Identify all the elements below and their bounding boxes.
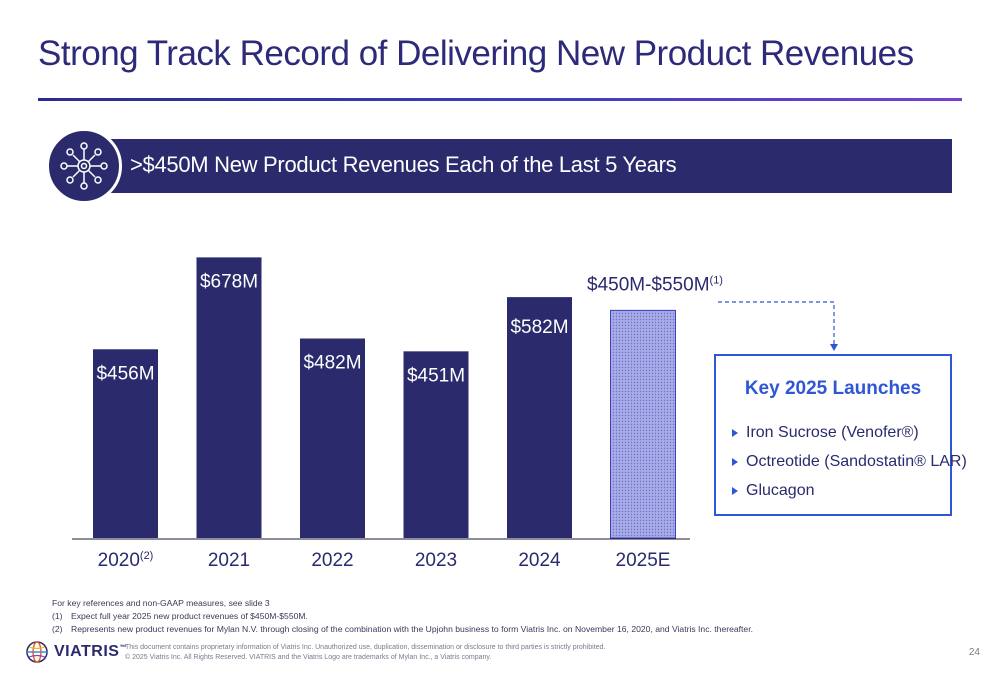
network-icon — [46, 128, 122, 204]
bar — [300, 338, 365, 538]
callout-arrow-icon — [830, 344, 838, 351]
footnote-number: (2) — [52, 624, 63, 634]
footnote-number: (1) — [52, 611, 63, 621]
triangle-bullet-icon — [732, 457, 738, 466]
bar-estimate — [610, 309, 676, 539]
launch-item-label: Iron Sucrose (Venofer®) — [746, 423, 919, 441]
globe-logo-icon — [26, 641, 48, 663]
banner-text: >$450M New Product Revenues Each of the … — [130, 152, 677, 177]
key-launches-list: Iron Sucrose (Venofer®) Octreotide (Sand… — [732, 418, 967, 505]
launch-item: Glucagon — [732, 476, 967, 505]
legal-line-1: This document contains proprietary infor… — [125, 644, 606, 651]
bar — [507, 297, 572, 538]
key-launches-box: Key 2025 Launches Iron Sucrose (Venofer®… — [714, 354, 967, 516]
bar — [196, 257, 262, 538]
key-launches-title: Key 2025 Launches — [744, 378, 922, 399]
footnote-text: Represents new product revenues for Myla… — [71, 624, 753, 634]
category-tick-label: 2025E — [616, 550, 671, 571]
estimate-value-label: $450M-$550M(1) — [587, 274, 723, 295]
viatris-logo: VIATRIS™ — [26, 641, 127, 663]
superscript-note: (2) — [140, 550, 153, 562]
bar — [93, 349, 158, 538]
bar — [403, 351, 469, 538]
logo-wordmark: VIATRIS™ — [54, 643, 127, 660]
footnote-row: (1) Expect full year 2025 new product rev… — [52, 610, 753, 623]
launch-item-label: Octreotide (Sandostatin® LAR) — [746, 452, 967, 470]
legal-disclaimer: This document contains proprietary infor… — [125, 643, 605, 663]
category-tick-label: 2024 — [518, 550, 561, 571]
footnote-row: (2) Represents new product revenues for M… — [52, 623, 753, 636]
launch-item-label: Glucagon — [746, 481, 815, 499]
bar-value-label: $582M — [510, 317, 568, 338]
launch-item: Octreotide (Sandostatin® LAR) — [732, 447, 967, 476]
page-number: 24 — [968, 647, 980, 658]
footnotes: For key references and non-GAAP measures… — [52, 597, 753, 636]
footnote-intro: For key references and non-GAAP measures… — [52, 598, 270, 608]
page-title: Strong Track Record of Delivering New Pr… — [38, 34, 914, 73]
category-tick-label: 2023 — [415, 550, 457, 571]
bar-value-label: $456M — [96, 363, 154, 384]
category-tick-label: 2020(2) — [98, 550, 154, 571]
estimate-callout-connector — [718, 301, 835, 344]
launch-item: Iron Sucrose (Venofer®) — [732, 418, 967, 447]
category-tick-label: 2021 — [208, 550, 250, 571]
category-tick-label: 2022 — [311, 550, 353, 571]
bar-value-label: $451M — [407, 365, 465, 386]
superscript-note: (1) — [710, 274, 723, 286]
bar-value-label: $678M — [200, 271, 258, 292]
bar-value-label: $482M — [303, 353, 361, 374]
footnote-text: Expect full year 2025 new product revenu… — [71, 611, 308, 621]
title-divider — [38, 98, 962, 101]
triangle-bullet-icon — [732, 486, 738, 495]
legal-line-2: © 2025 Viatris Inc. All Rights Reserved.… — [125, 654, 492, 661]
triangle-bullet-icon — [732, 428, 738, 437]
headline-banner: >$450M New Product Revenues Each of the … — [88, 139, 952, 193]
